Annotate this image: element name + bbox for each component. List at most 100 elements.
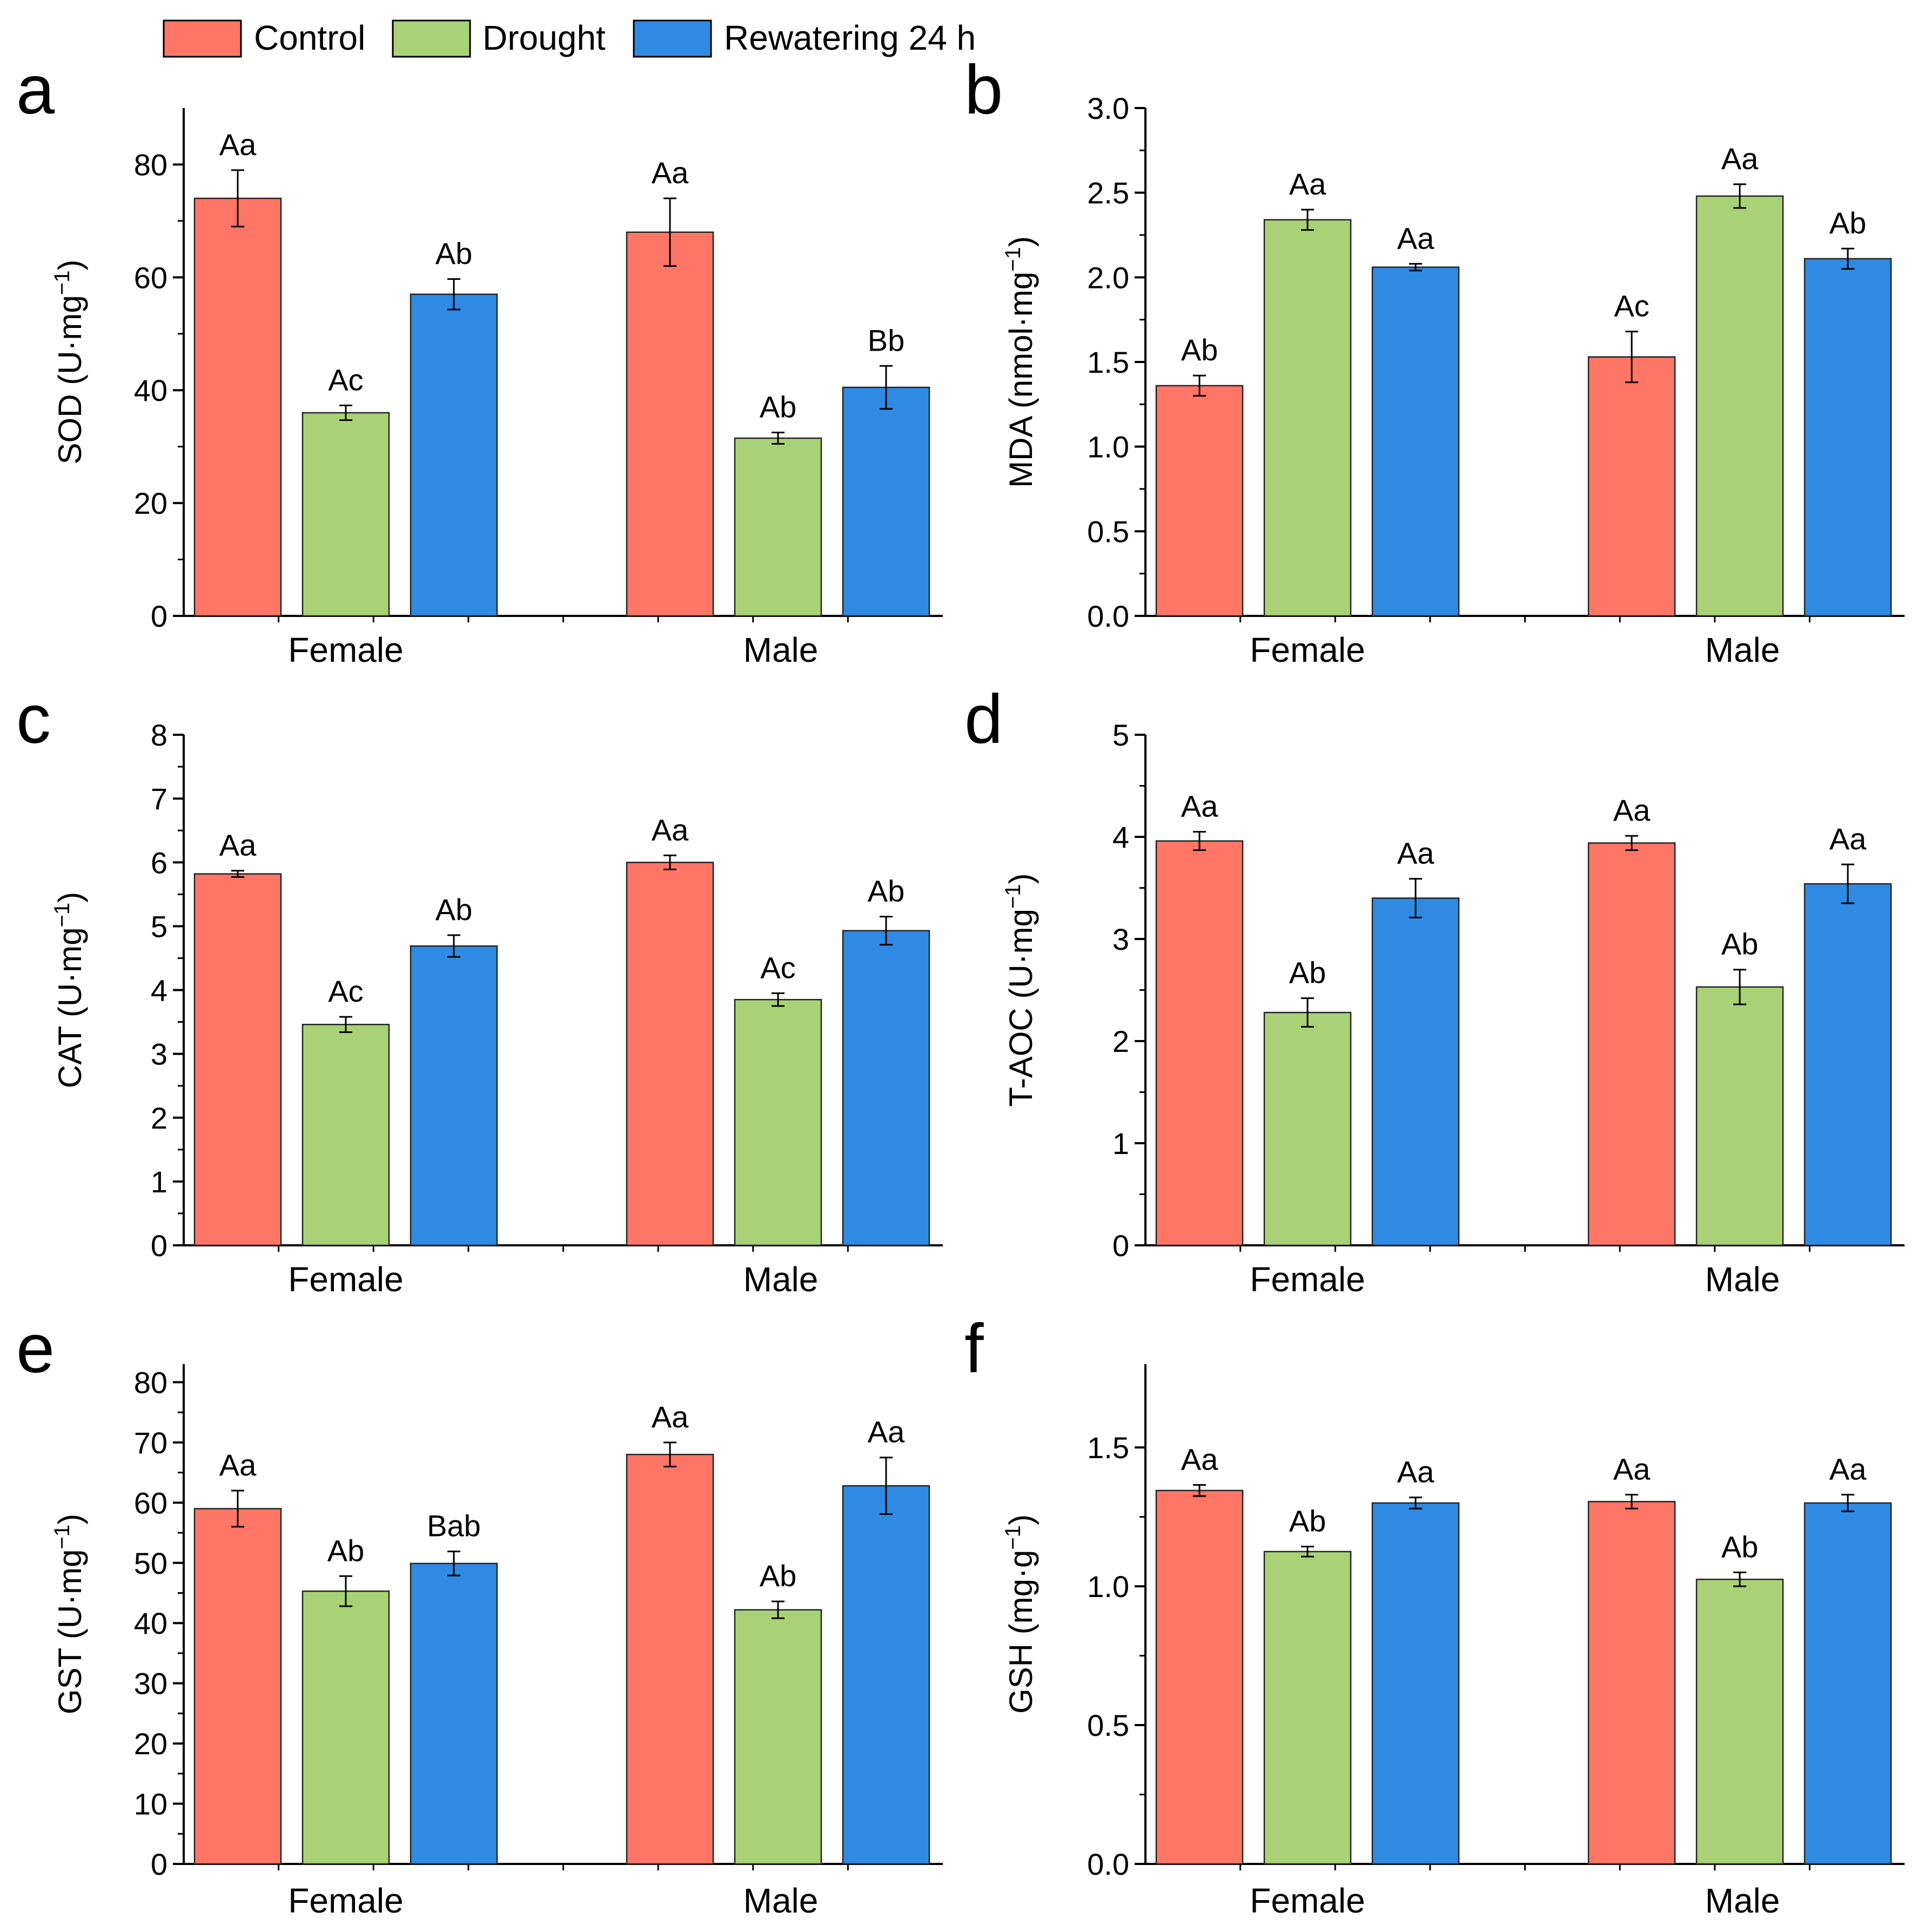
y-tick-label: 4	[1112, 820, 1129, 854]
y-tick-label: 3	[1112, 922, 1129, 956]
bar	[734, 998, 822, 1246]
significance-label: Ac	[328, 974, 363, 1008]
bar	[734, 1609, 822, 1865]
significance-label: Ab	[1289, 1504, 1326, 1538]
y-tick-label: 8	[151, 718, 167, 752]
bar	[1804, 258, 1892, 617]
significance-label: Ab	[327, 1533, 365, 1567]
panel-e: e 0 10 20 30 40 50 60 70 80 Aa Ab Bab Female Aa Ab Aa Ma…	[16, 1310, 943, 1920]
bar	[1587, 842, 1676, 1246]
significance-label: Aa	[1613, 1452, 1651, 1486]
y-axis-label-superscript: −1	[1001, 884, 1025, 909]
bar	[626, 1453, 714, 1865]
bar	[626, 231, 714, 617]
y-tick-label: 4	[151, 974, 167, 1008]
bar	[193, 197, 282, 617]
y-tick-label: 50	[134, 1546, 167, 1580]
panel-letter-d: d	[964, 681, 1003, 758]
bar	[734, 437, 822, 617]
legend-label-control: Control	[254, 18, 365, 57]
significance-label: Ac	[1614, 289, 1649, 323]
bar	[1695, 986, 1784, 1246]
significance-label: Aa	[1181, 1443, 1218, 1477]
significance-label: Ab	[435, 893, 473, 927]
legend-swatch-rewatering	[633, 19, 712, 58]
y-axis-label-end: )	[52, 892, 88, 903]
significance-label: Ab	[1289, 956, 1326, 990]
y-axis-label-superscript: −1	[50, 1525, 74, 1549]
y-axis-label-superscript: −1	[1001, 1525, 1025, 1550]
significance-label: Ab	[1721, 927, 1759, 961]
significance-label: Aa	[652, 156, 689, 190]
x-category-label: Male	[743, 630, 819, 669]
y-tick-label: 30	[134, 1667, 167, 1701]
y-tick-label: 0	[151, 1847, 167, 1881]
panel-f: f 0.0 0.5 1.0 1.5 Aa Ab Aa Female Aa Ab Aa Male GSH …	[964, 1310, 1905, 1920]
legend-item-drought: Drought	[392, 18, 606, 58]
y-axis-label-superscript: −1	[50, 271, 74, 296]
y-tick-label: 20	[134, 1727, 167, 1761]
y-axis-label: CAT (U·mg−1)	[50, 892, 88, 1088]
significance-label: Aa	[1397, 836, 1434, 870]
significance-label: Aa	[1397, 1455, 1434, 1489]
y-tick-label: 3	[151, 1037, 167, 1071]
bar	[1804, 883, 1892, 1246]
y-tick-label: 1	[1112, 1126, 1129, 1160]
significance-label: Ac	[760, 950, 795, 984]
bar	[193, 1508, 282, 1865]
bar	[842, 930, 930, 1246]
significance-label: Aa	[219, 128, 257, 162]
y-tick-label: 70	[134, 1426, 167, 1460]
y-axis-label-main: GST (U·mg	[52, 1549, 88, 1715]
legend-swatch-control	[163, 19, 242, 58]
y-axis-label-main: T-AOC (U·mg	[1003, 909, 1039, 1107]
significance-label: Ab	[1181, 333, 1218, 367]
y-axis-label-main: GSH (mg·g	[1003, 1550, 1039, 1714]
bar	[1263, 219, 1352, 617]
bar	[1155, 385, 1244, 617]
x-category-label: Male	[743, 1260, 819, 1299]
bar	[1155, 840, 1244, 1246]
significance-label: Aa	[1829, 822, 1867, 856]
y-tick-label: 80	[134, 147, 167, 182]
y-tick-label: 40	[134, 373, 167, 407]
panel-letter-f: f	[964, 1310, 984, 1387]
x-category-label: Female	[1250, 1881, 1365, 1920]
significance-label: Aa	[1289, 167, 1326, 201]
bar	[301, 412, 390, 617]
y-tick-label: 0	[151, 1229, 167, 1263]
bar	[1695, 1579, 1784, 1865]
panel-b: b 0.0 0.5 1.0 1.5 2.0 2.5 3.0 Ab Aa Aa Female Ac Aa A…	[964, 51, 1905, 669]
significance-label: Ab	[435, 236, 473, 270]
x-category-label: Male	[743, 1881, 819, 1920]
bar	[301, 1590, 390, 1865]
y-tick-label: 2.5	[1087, 176, 1129, 210]
y-axis-label: SOD (U·mg−1)	[50, 260, 88, 465]
panel-c: c 0 1 2 3 4 5 6 7 8 Aa Ac Ab Female Aa Ac Ab Male CAT (U·…	[16, 681, 943, 1299]
y-tick-label: 20	[134, 486, 167, 520]
legend-item-control: Control	[163, 18, 365, 58]
y-tick-label: 10	[134, 1787, 167, 1821]
y-axis-label-end: )	[52, 260, 88, 271]
panel-letter-b: b	[964, 51, 1003, 129]
x-category-label: Male	[1705, 1881, 1780, 1920]
y-tick-label: 0.5	[1087, 1708, 1129, 1742]
significance-label: Aa	[1397, 221, 1434, 255]
y-axis-label-superscript: −1	[50, 903, 74, 928]
bar	[1371, 266, 1460, 617]
x-category-label: Female	[1250, 630, 1365, 669]
significance-label: Ac	[328, 363, 363, 397]
x-category-label: Female	[288, 1881, 403, 1920]
y-tick-label: 1.5	[1087, 345, 1129, 379]
significance-label: Aa	[1181, 789, 1218, 823]
y-tick-label: 80	[134, 1365, 167, 1399]
y-tick-label: 1	[151, 1165, 167, 1199]
bar	[1155, 1490, 1244, 1865]
y-tick-label: 2	[151, 1101, 167, 1135]
x-category-label: Female	[1250, 1260, 1365, 1299]
legend-label-rewatering: Rewatering 24 h	[724, 18, 976, 57]
legend-label-drought: Drought	[482, 18, 606, 57]
y-axis-label-end: )	[1003, 236, 1039, 247]
y-tick-label: 5	[1112, 718, 1129, 752]
y-tick-label: 5	[151, 909, 167, 943]
